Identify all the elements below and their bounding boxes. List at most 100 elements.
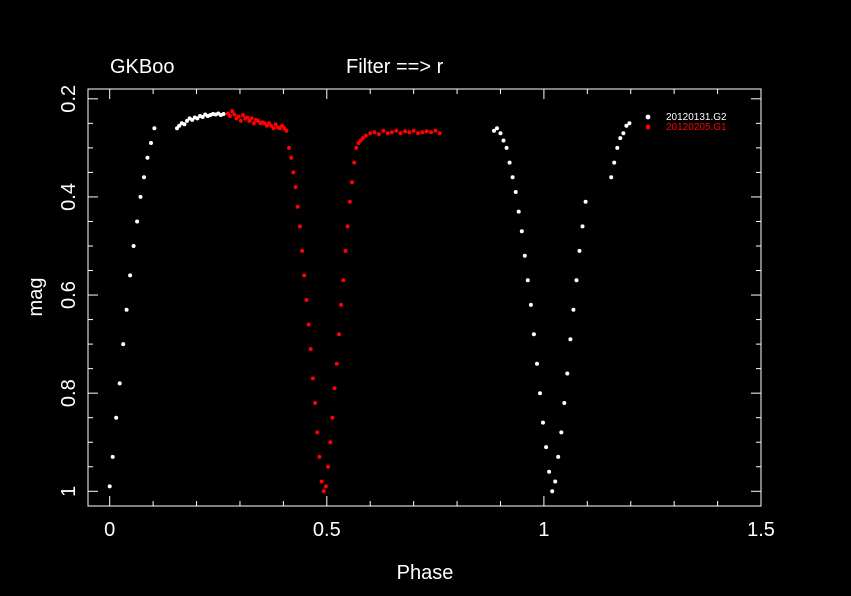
data-point-series-2 bbox=[394, 128, 399, 133]
legend-marker-series-2 bbox=[645, 124, 651, 130]
data-point-series-1 bbox=[577, 248, 582, 253]
data-point-series-1 bbox=[124, 307, 129, 312]
data-point-series-1 bbox=[200, 115, 205, 119]
data-point-series-2 bbox=[372, 130, 377, 135]
axis-ticks bbox=[88, 89, 762, 506]
data-point-series-2 bbox=[420, 130, 425, 135]
data-point-series-2 bbox=[317, 454, 322, 459]
data-point-series-2 bbox=[284, 128, 289, 133]
data-point-series-2 bbox=[403, 129, 407, 134]
data-point-series-1 bbox=[528, 302, 533, 307]
data-point-series-1 bbox=[541, 420, 545, 425]
data-point-series-1 bbox=[131, 244, 136, 248]
data-point-series-2 bbox=[287, 145, 291, 150]
data-point-series-1 bbox=[501, 138, 506, 143]
data-point-series-2 bbox=[306, 322, 311, 327]
data-point-series-2 bbox=[304, 298, 309, 302]
data-point-series-2 bbox=[354, 145, 359, 150]
y-tick-label: 0.8 bbox=[58, 379, 80, 407]
plot-frame bbox=[87, 88, 762, 507]
data-point-series-1 bbox=[516, 209, 521, 214]
data-point-series-2 bbox=[297, 224, 302, 229]
chart-subtitle: Filter ==> r bbox=[346, 56, 444, 78]
y-tick-label: 0.2 bbox=[58, 85, 80, 113]
legend-label-series-2: 20120205.G1 bbox=[666, 122, 727, 133]
data-point-series-1 bbox=[498, 131, 503, 136]
data-point-series-2 bbox=[389, 130, 394, 135]
data-point-series-2 bbox=[429, 130, 433, 135]
data-point-series-1 bbox=[117, 381, 122, 386]
data-point-series-1 bbox=[149, 141, 153, 145]
data-point-series-1 bbox=[571, 307, 576, 312]
data-point-series-1 bbox=[513, 190, 518, 194]
y-axis-title: mag bbox=[25, 278, 47, 317]
data-points bbox=[107, 109, 632, 494]
data-point-series-2 bbox=[315, 430, 320, 435]
data-point-series-1 bbox=[145, 155, 150, 160]
x-tick-label: 1 bbox=[538, 519, 549, 541]
data-point-series-2 bbox=[416, 131, 420, 136]
data-point-series-2 bbox=[411, 128, 416, 133]
chart-title: GKBoo bbox=[110, 56, 174, 78]
data-point-series-1 bbox=[553, 479, 558, 484]
data-point-series-1 bbox=[556, 454, 561, 459]
data-point-series-2 bbox=[337, 332, 341, 337]
data-point-series-2 bbox=[289, 155, 294, 160]
y-tick-label: 0.6 bbox=[58, 281, 80, 309]
x-tick-label: 1.5 bbox=[747, 519, 775, 541]
data-point-series-1 bbox=[544, 445, 549, 450]
data-point-series-1 bbox=[128, 273, 133, 278]
data-point-series-1 bbox=[504, 145, 509, 150]
legend-label-series-1: 20120131.G2 bbox=[666, 112, 727, 123]
data-point-series-2 bbox=[385, 131, 390, 136]
data-point-series-2 bbox=[249, 116, 254, 121]
data-point-series-1 bbox=[221, 112, 226, 116]
data-point-series-2 bbox=[245, 115, 250, 120]
data-point-series-2 bbox=[347, 199, 352, 204]
data-point-series-2 bbox=[308, 347, 313, 351]
data-point-series-2 bbox=[271, 126, 276, 131]
data-point-series-1 bbox=[621, 131, 626, 136]
data-point-series-1 bbox=[618, 136, 623, 141]
y-tick-label: 0.4 bbox=[58, 183, 80, 211]
data-point-series-2 bbox=[350, 180, 354, 185]
data-point-series-2 bbox=[341, 278, 346, 283]
data-point-series-1 bbox=[492, 128, 496, 133]
data-point-series-2 bbox=[326, 464, 331, 469]
data-point-series-1 bbox=[565, 371, 570, 376]
data-point-series-2 bbox=[251, 121, 256, 126]
x-axis-title: Phase bbox=[397, 562, 454, 584]
data-point-series-1 bbox=[525, 278, 530, 283]
data-point-series-2 bbox=[310, 376, 315, 381]
data-point-series-2 bbox=[352, 160, 357, 165]
data-point-series-2 bbox=[321, 489, 326, 494]
legend-marker-series-1 bbox=[645, 114, 651, 120]
data-point-series-1 bbox=[562, 401, 567, 405]
data-point-series-2 bbox=[313, 401, 318, 405]
data-point-series-2 bbox=[334, 361, 339, 366]
data-point-series-1 bbox=[580, 224, 585, 229]
data-point-series-1 bbox=[559, 430, 564, 435]
data-point-series-2 bbox=[238, 118, 243, 123]
data-point-series-1 bbox=[138, 194, 143, 199]
data-point-series-1 bbox=[535, 361, 539, 366]
data-point-series-1 bbox=[627, 121, 632, 126]
data-point-series-1 bbox=[568, 337, 573, 342]
data-point-series-1 bbox=[110, 454, 115, 459]
data-point-series-1 bbox=[583, 199, 588, 204]
data-point-series-1 bbox=[538, 391, 542, 396]
data-point-series-1 bbox=[519, 229, 524, 234]
data-point-series-2 bbox=[302, 273, 307, 278]
data-point-series-2 bbox=[328, 440, 333, 445]
data-point-series-2 bbox=[407, 130, 412, 135]
data-point-series-1 bbox=[612, 160, 617, 165]
data-point-series-2 bbox=[437, 131, 442, 136]
data-point-series-1 bbox=[624, 123, 629, 128]
data-point-series-1 bbox=[114, 415, 119, 420]
data-point-series-1 bbox=[107, 484, 112, 489]
axis-tick-labels: 0 0.5 1 1.5 0.2 0.4 0.6 0.8 1 bbox=[58, 85, 775, 541]
data-point-series-1 bbox=[522, 253, 527, 258]
data-point-series-2 bbox=[291, 170, 296, 175]
x-tick-label: 0 bbox=[104, 519, 115, 541]
